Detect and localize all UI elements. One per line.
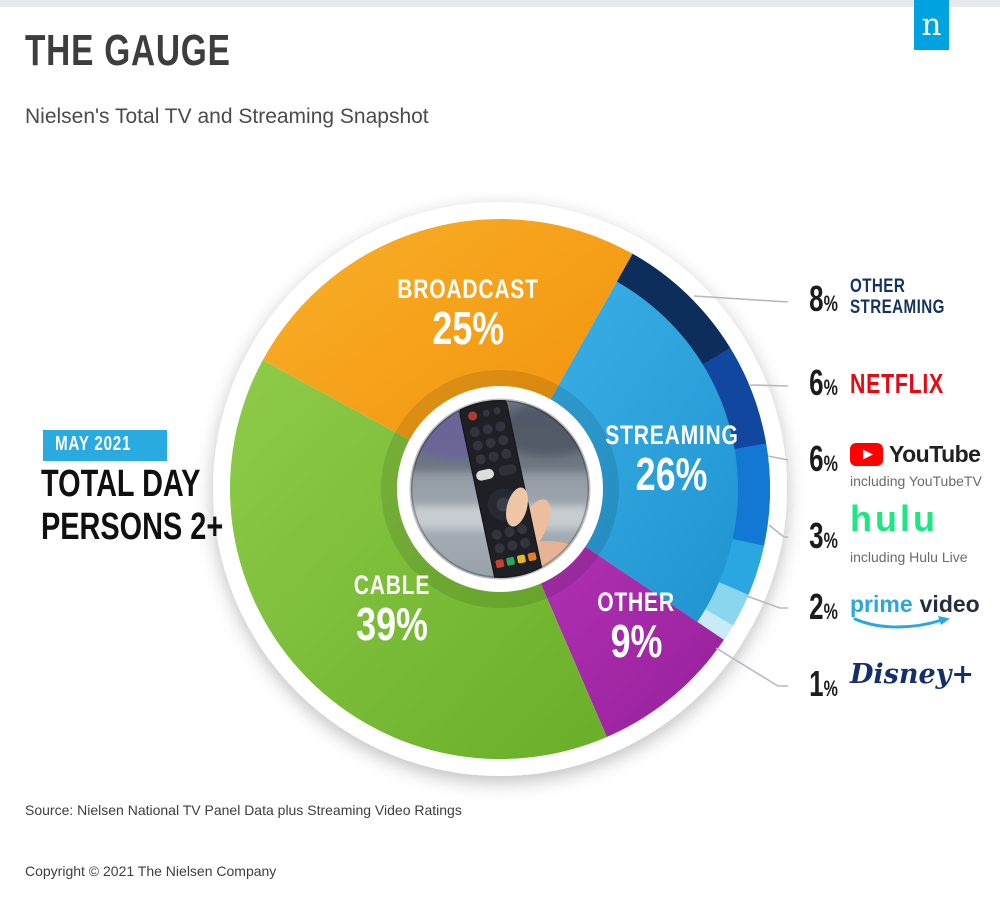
audience-label: TOTAL DAY PERSONS 2+ [41, 463, 224, 548]
leader-line [693, 295, 789, 303]
legend-sublabel: including Hulu Live [850, 549, 968, 565]
legend-percent: 6% [809, 438, 838, 479]
ring-segment-youtube [732, 443, 770, 546]
remote-illustration [459, 400, 544, 578]
period-badge: MAY 2021 [43, 430, 168, 461]
prime-smile-icon [853, 616, 950, 629]
legend-percent: 3% [809, 515, 838, 556]
page-title: THE GAUGE [25, 26, 231, 75]
page-subtitle: Nielsen's Total TV and Streaming Snapsho… [25, 105, 429, 128]
ring-segment-other-streaming [616, 253, 731, 365]
other-streaming-label: OTHER STREAMING [850, 276, 945, 318]
streaming-legend: 8% OTHER STREAMING 6% NETFLIX 6% YouTube inclu… [780, 0, 1000, 919]
ring-segment-netflix [702, 347, 767, 449]
copyright-note: Copyright © 2021 The Nielsen Company [25, 863, 277, 879]
legend-percent: 8% [809, 278, 838, 319]
source-note: Source: Nielsen National TV Panel Data p… [25, 802, 462, 818]
legend-percent: 1% [809, 663, 838, 704]
disney-plus-logo: Disney+ [850, 659, 974, 690]
hulu-logo: hulu [850, 498, 938, 539]
leader-line [715, 647, 788, 687]
wedge-cable [229, 360, 607, 760]
prime-video-logo: prime video [850, 591, 1000, 629]
legend-percent: 6% [809, 362, 838, 403]
leader-line [743, 594, 788, 609]
leader-line [768, 524, 788, 538]
leader-line [767, 455, 789, 461]
top-divider-bar [0, 0, 1000, 7]
nielsen-logo-letter: n [921, 6, 942, 43]
ring-segment-prime-video [705, 582, 749, 626]
nielsen-logo: n [914, 0, 949, 50]
wedge-broadcast [262, 218, 633, 489]
legend-sublabel: including YouTubeTV [850, 473, 982, 489]
ring-segment-hulu [719, 539, 764, 595]
legend-percent: 2% [809, 586, 838, 627]
leader-line [749, 384, 789, 387]
youtube-logo: YouTube [850, 441, 981, 468]
netflix-logo: NETFLIX [850, 368, 944, 399]
youtube-play-icon [850, 443, 883, 466]
ring-segment-disney [697, 609, 734, 640]
